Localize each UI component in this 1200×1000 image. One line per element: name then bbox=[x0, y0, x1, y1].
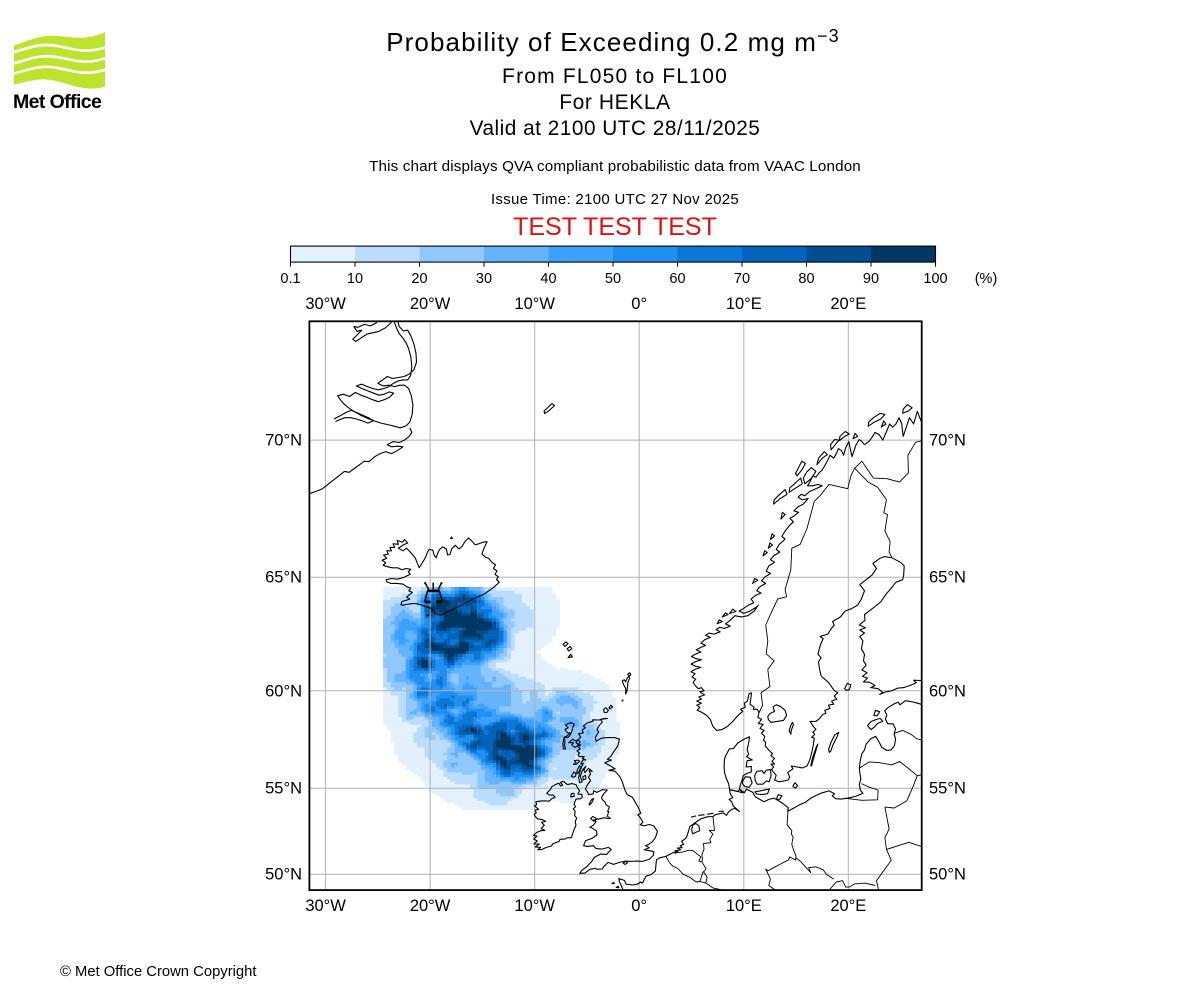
svg-text:30°W: 30°W bbox=[305, 897, 346, 915]
svg-text:20: 20 bbox=[411, 271, 427, 287]
svg-text:Valid at 2100 UTC 28/11/2025: Valid at 2100 UTC 28/11/2025 bbox=[470, 117, 761, 140]
svg-text:60°N: 60°N bbox=[929, 682, 966, 700]
svg-text:10°E: 10°E bbox=[726, 295, 762, 313]
svg-text:20°W: 20°W bbox=[410, 295, 451, 313]
svg-text:100: 100 bbox=[923, 271, 947, 287]
svg-text:80: 80 bbox=[798, 271, 814, 287]
svg-text:65°N: 65°N bbox=[929, 569, 966, 587]
svg-text:20°E: 20°E bbox=[830, 295, 866, 313]
svg-text:20°W: 20°W bbox=[410, 897, 451, 915]
svg-text:Probability of Exceeding 0.2 m: Probability of Exceeding 0.2 mg m−3 bbox=[386, 26, 840, 57]
svg-text:10°W: 10°W bbox=[514, 295, 555, 313]
svg-text:65°N: 65°N bbox=[265, 569, 302, 587]
svg-text:50: 50 bbox=[605, 271, 621, 287]
svg-text:10°E: 10°E bbox=[726, 897, 762, 915]
svg-text:70: 70 bbox=[734, 271, 750, 287]
svg-text:20°E: 20°E bbox=[830, 897, 866, 915]
svg-text:10°W: 10°W bbox=[514, 897, 555, 915]
svg-text:55°N: 55°N bbox=[929, 780, 966, 798]
svg-text:© Met Office Crown Copyright: © Met Office Crown Copyright bbox=[60, 964, 256, 980]
svg-text:30°W: 30°W bbox=[305, 295, 346, 313]
svg-text:10: 10 bbox=[347, 271, 363, 287]
svg-text:(%): (%) bbox=[975, 271, 998, 287]
svg-text:50°N: 50°N bbox=[265, 866, 302, 884]
svg-text:30: 30 bbox=[476, 271, 492, 287]
svg-text:For HEKLA: For HEKLA bbox=[559, 91, 671, 114]
svg-text:Met Office: Met Office bbox=[13, 91, 102, 113]
svg-text:50°N: 50°N bbox=[929, 866, 966, 884]
svg-text:55°N: 55°N bbox=[265, 780, 302, 798]
svg-text:0°: 0° bbox=[631, 897, 647, 915]
svg-text:Issue Time: 2100 UTC 27 Nov 20: Issue Time: 2100 UTC 27 Nov 2025 bbox=[491, 191, 739, 208]
svg-text:70°N: 70°N bbox=[265, 432, 302, 450]
svg-text:40: 40 bbox=[540, 271, 556, 287]
svg-text:From FL050 to FL100: From FL050 to FL100 bbox=[502, 65, 728, 88]
svg-text:0.1: 0.1 bbox=[280, 271, 300, 287]
svg-text:0°: 0° bbox=[631, 295, 647, 313]
svg-text:This chart displays QVA compli: This chart displays QVA compliant probab… bbox=[369, 158, 861, 175]
svg-text:70°N: 70°N bbox=[929, 432, 966, 450]
svg-text:TEST TEST TEST: TEST TEST TEST bbox=[513, 213, 717, 241]
svg-text:60: 60 bbox=[669, 271, 685, 287]
svg-text:60°N: 60°N bbox=[265, 682, 302, 700]
svg-text:90: 90 bbox=[863, 271, 879, 287]
